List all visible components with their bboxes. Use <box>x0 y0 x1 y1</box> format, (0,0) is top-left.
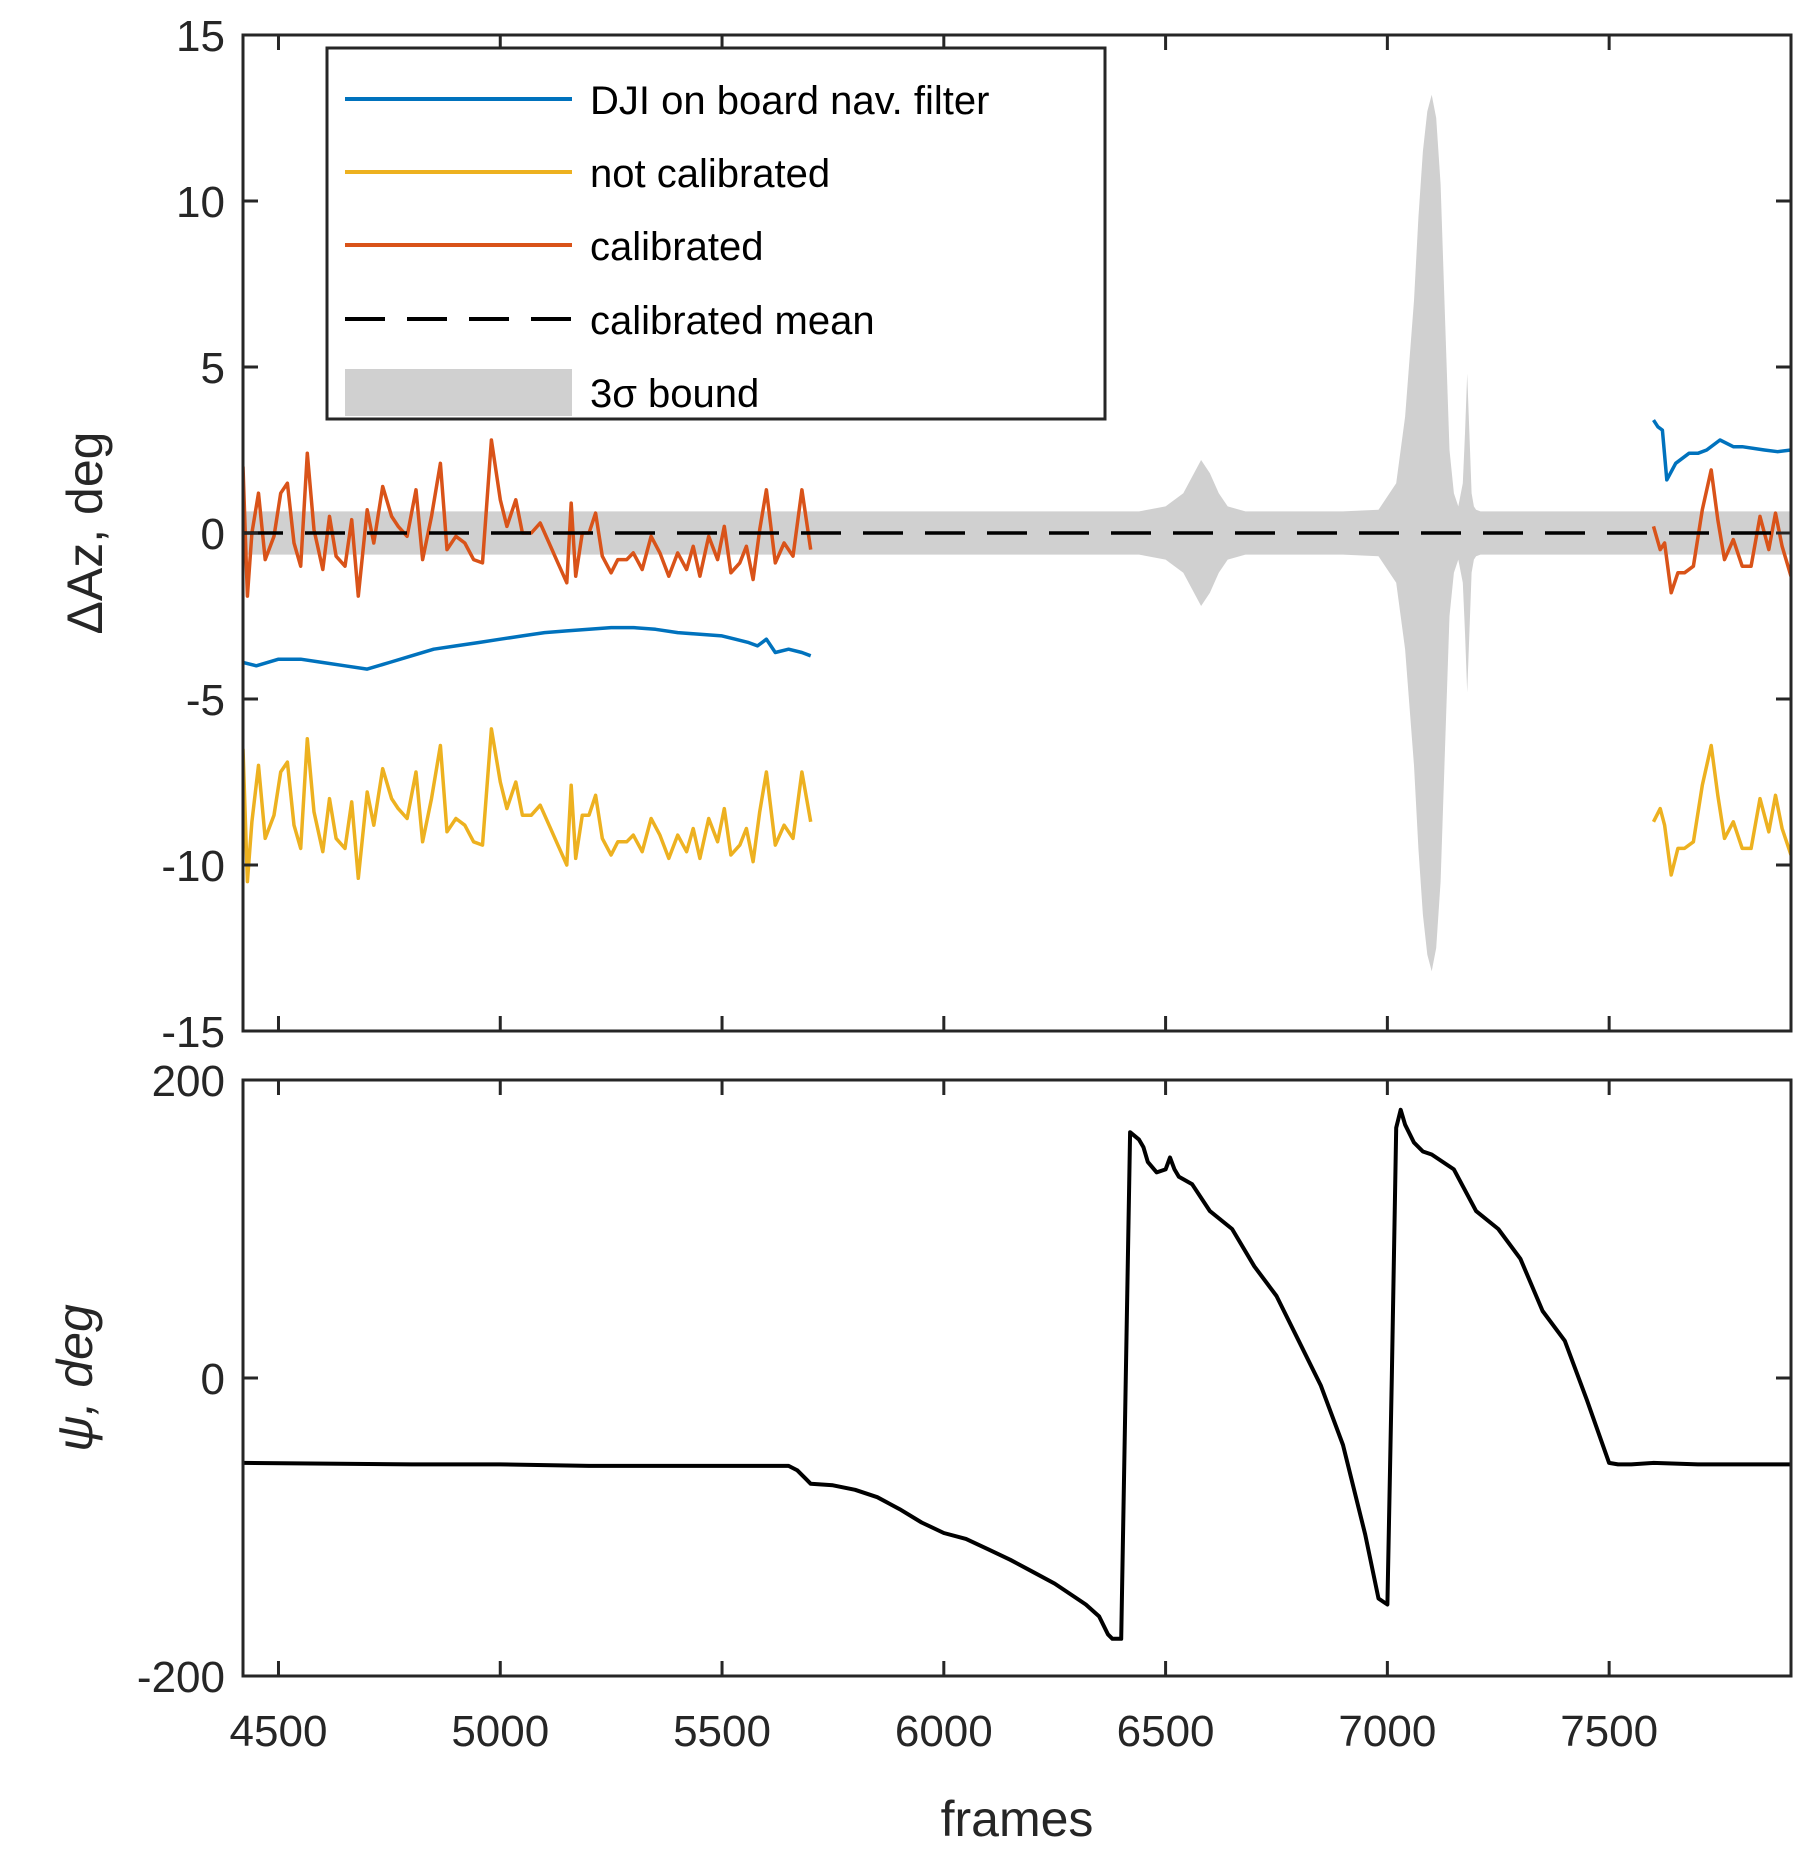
x-tick-label: 6000 <box>895 1707 993 1756</box>
y-tick-label: -15 <box>161 1008 225 1057</box>
y-tick-label: 5 <box>201 344 225 393</box>
bottom-axes-box <box>241 1078 1793 1678</box>
y-tick-label: 200 <box>152 1057 225 1106</box>
x-tick-label: 5000 <box>451 1707 549 1756</box>
series-line-series <box>243 1107 1791 1641</box>
series-line-calibrated-seg-1 <box>1651 468 1791 595</box>
y-tick-label: 15 <box>176 12 225 61</box>
x-tick-label: 7000 <box>1338 1707 1436 1756</box>
x-tick-label: 5500 <box>673 1707 771 1756</box>
y-tick-label: 0 <box>201 510 225 559</box>
series-line-not-calibrated-seg-1 <box>1651 743 1791 877</box>
series-line-not-calibrated-seg-0 <box>243 727 813 884</box>
top-panel: -15 -10 -5 0 5 10 15 ΔAz, deg DJI on board nav… <box>57 12 1793 1057</box>
bottom-series-group <box>243 1107 1791 1641</box>
series-line-dji-on-board-nav-filter-seg-0 <box>243 625 812 671</box>
top-ylabel: ΔAz, deg <box>57 432 113 635</box>
bottom-xlabel: frames <box>941 1791 1094 1847</box>
x-tick-label: 6500 <box>1117 1707 1215 1756</box>
y-tick-label: -5 <box>186 676 225 725</box>
top-ticks: -15 -10 -5 0 5 10 15 <box>161 12 1791 1057</box>
legend-label-sigma-bound: 3σ bound <box>590 372 759 416</box>
y-tick-label: 0 <box>201 1355 225 1404</box>
legend-swatch-sigma-bound <box>345 369 572 416</box>
y-tick-label: -10 <box>161 842 225 891</box>
legend: DJI on board nav. filter not calibrated … <box>325 46 1107 421</box>
legend-label-calibrated-mean: calibrated mean <box>590 299 875 343</box>
series-line-dji-on-board-nav-filter-seg-1 <box>1652 419 1791 482</box>
y-tick-label: -200 <box>137 1653 225 1702</box>
legend-label-dji: DJI on board nav. filter <box>590 79 989 123</box>
bottom-ylabel: ψ, deg <box>47 1304 103 1452</box>
top-series-group <box>243 419 1791 884</box>
x-tick-label: 4500 <box>230 1707 328 1756</box>
y-tick-label: 10 <box>176 178 225 227</box>
bottom-ticks: 4500 5000 5500 6000 6500 7000 7500 -200 0 200 <box>137 1057 1791 1756</box>
legend-label-not-calibrated: not calibrated <box>590 152 830 196</box>
legend-box <box>325 46 1107 421</box>
x-tick-label: 7500 <box>1560 1707 1658 1756</box>
legend-label-calibrated: calibrated <box>590 225 763 269</box>
bottom-panel: 4500 5000 5500 6000 6500 7000 7500 -200 0 200 ψ, … <box>47 1057 1793 1847</box>
